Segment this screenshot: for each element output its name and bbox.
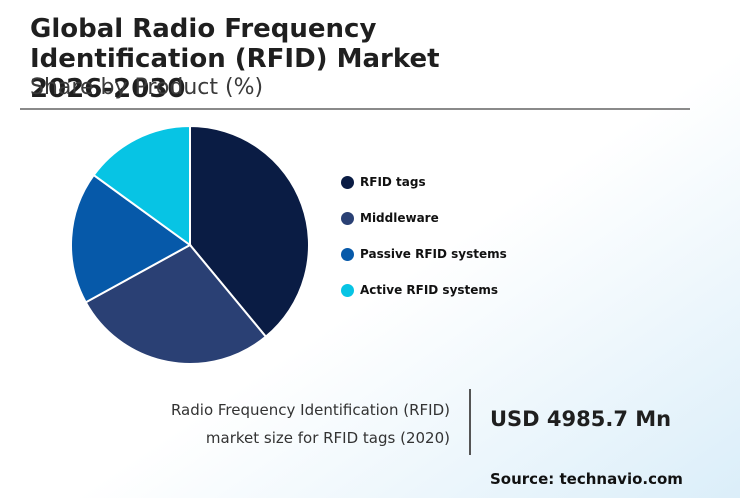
pie-slice-middleware [84,243,268,365]
legend-swatch [341,283,354,297]
chart-title: Global Radio Frequency Identification (R… [30,14,440,104]
market-size-description-line1: Radio Frequency Identification (RFID) [170,401,450,419]
legend-label: RFID tags [360,175,426,189]
legend-item: Active RFID systems [341,278,507,302]
header-divider [20,108,690,110]
pie-slice-passive-rfid-systems [70,173,192,304]
source-credit: Source: technavio.com [490,470,683,488]
chart-legend: RFID tags Middleware Passive RFID systems A… [341,170,507,314]
legend-label: Active RFID systems [360,283,499,297]
market-size-value: USD 4985.7 Mn [490,407,672,431]
legend-swatch [341,247,354,261]
info-divider [469,389,471,455]
legend-item: RFID tags [341,170,507,194]
legend-swatch [341,175,354,189]
pie-slice-rfid-tags [189,124,310,339]
legend-label: Passive RFID systems [360,247,507,261]
legend-swatch [341,211,354,225]
pie-slice-active-rfid-systems [92,124,191,247]
pie-chart [70,124,310,365]
legend-label: Middleware [360,211,439,225]
legend-item: Passive RFID systems [341,242,507,266]
chart-subtitle: Share by Product (%) [30,75,264,100]
legend-item: Middleware [341,206,507,230]
market-size-description-line2: market size for RFID tags (2020) [205,429,450,447]
market-size-description: Radio Frequency Identification (RFID) ma… [171,396,450,452]
